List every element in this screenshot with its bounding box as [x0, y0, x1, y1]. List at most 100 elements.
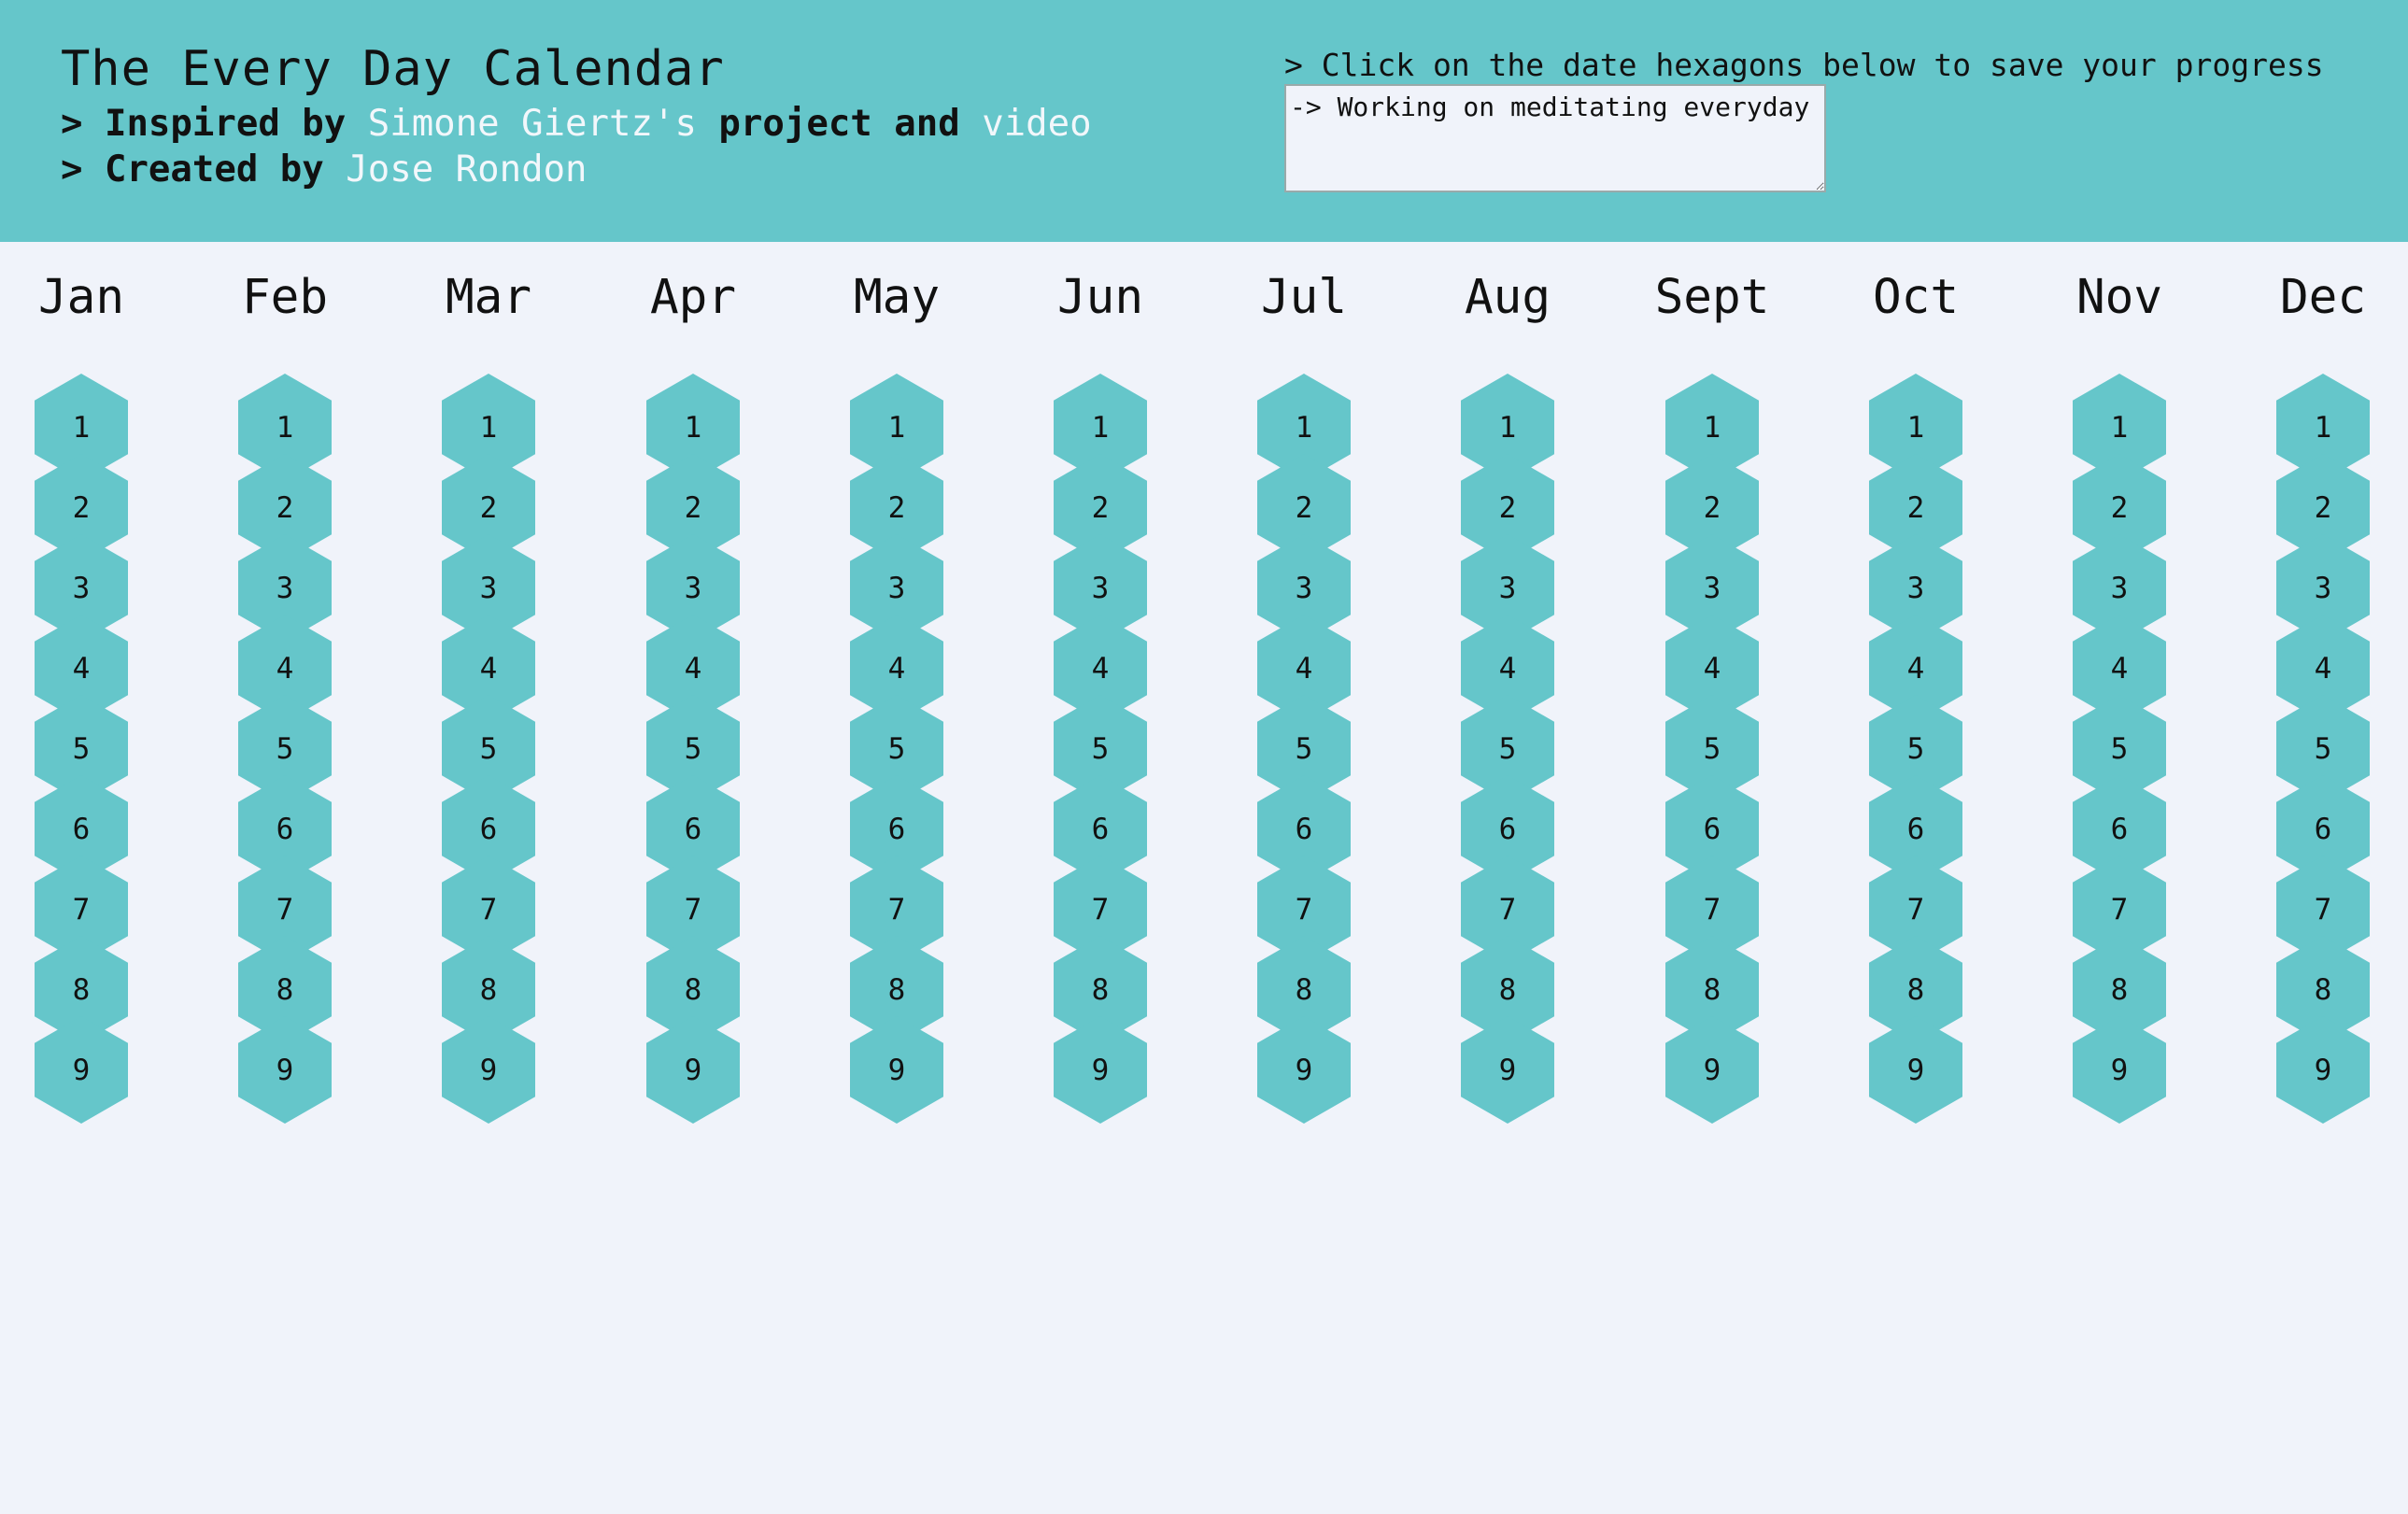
day-number: 5 — [684, 731, 702, 766]
month-column-jun: Jun 1 2 3 4 5 6 7 8 9 — [1030, 242, 1170, 1514]
header: The Every Day Calendar > Inspired by Sim… — [0, 0, 2408, 242]
day-number: 3 — [276, 571, 294, 605]
day-number: 9 — [1703, 1053, 1721, 1087]
day-number: 3 — [1091, 571, 1110, 605]
day-hexagon[interactable]: 9 — [1461, 1016, 1554, 1124]
day-number: 4 — [2110, 651, 2129, 686]
day-hexagon[interactable]: 5 — [238, 695, 332, 802]
month-column-oct: Oct 1 2 3 4 5 6 7 8 9 — [1846, 242, 1986, 1514]
month-label: Apr — [649, 270, 737, 325]
inspired-prefix: > Inspired by — [61, 103, 368, 145]
day-number: 2 — [2314, 490, 2332, 525]
day-hexagon[interactable]: 9 — [2276, 1016, 2370, 1124]
day-number: 2 — [1498, 490, 1517, 525]
day-hexagon[interactable]: 9 — [238, 1016, 332, 1124]
day-number: 3 — [1498, 571, 1517, 605]
video-link[interactable]: video — [982, 103, 1092, 145]
day-number: 4 — [2314, 651, 2332, 686]
day-number: 8 — [887, 972, 906, 1007]
day-number: 2 — [479, 490, 498, 525]
day-number: 1 — [2314, 410, 2332, 445]
day-number: 8 — [1498, 972, 1517, 1007]
day-hexagon[interactable]: 1 — [2276, 374, 2370, 481]
day-number: 6 — [479, 812, 498, 846]
day-number: 9 — [2110, 1053, 2129, 1087]
day-number: 2 — [2110, 490, 2129, 525]
day-number: 5 — [72, 731, 91, 766]
author-link[interactable]: Jose Rondon — [346, 149, 588, 191]
simone-giertz-link[interactable]: Simone Giertz's — [367, 103, 697, 145]
instruction-text: > Click on the date hexagons below to sa… — [1284, 47, 2324, 83]
day-number: 5 — [2110, 731, 2129, 766]
day-number: 3 — [1703, 571, 1721, 605]
day-number: 1 — [1906, 410, 1925, 445]
month-label: Sept — [1654, 270, 1770, 325]
day-number: 4 — [479, 651, 498, 686]
day-number: 6 — [1091, 812, 1110, 846]
day-hexagon[interactable]: 9 — [1869, 1016, 1962, 1124]
day-number: 4 — [276, 651, 294, 686]
day-hexagon[interactable]: 9 — [646, 1016, 740, 1124]
month-label: Nov — [2075, 270, 2163, 325]
day-hexagon[interactable]: 9 — [35, 1016, 128, 1124]
month-label: Feb — [241, 270, 329, 325]
day-number: 4 — [1295, 651, 1313, 686]
month-column-nov: Nov 1 2 3 4 5 6 7 8 9 — [2049, 242, 2189, 1514]
day-hexagon[interactable]: 9 — [1257, 1016, 1351, 1124]
month-label: Dec — [2279, 270, 2367, 325]
day-number: 6 — [2314, 812, 2332, 846]
inspired-by-line: > Inspired by Simone Giertz's project an… — [61, 103, 1092, 145]
month-column-aug: Aug 1 2 3 4 5 6 7 8 9 — [1438, 242, 1578, 1514]
created-by-line: > Created by Jose Rondon — [61, 149, 588, 191]
day-number: 2 — [684, 490, 702, 525]
day-number: 4 — [684, 651, 702, 686]
day-number: 4 — [1498, 651, 1517, 686]
day-hexagon[interactable]: 9 — [442, 1016, 535, 1124]
day-number: 3 — [1906, 571, 1925, 605]
month-column-sept: Sept 1 2 3 4 5 6 7 8 9 — [1642, 242, 1782, 1514]
day-number: 1 — [1498, 410, 1517, 445]
month-column-apr: Apr 1 2 3 4 5 6 7 8 9 — [623, 242, 763, 1514]
day-hexagon[interactable]: 9 — [1054, 1016, 1147, 1124]
page-title: The Every Day Calendar — [61, 41, 725, 97]
day-number: 3 — [2110, 571, 2129, 605]
day-hexagon[interactable]: 6 — [238, 775, 332, 883]
goal-textarea[interactable] — [1284, 84, 1826, 192]
day-hexagon[interactable]: 9 — [2073, 1016, 2166, 1124]
month-column-mar: Mar 1 2 3 4 5 6 7 8 9 — [418, 242, 559, 1514]
day-number: 5 — [479, 731, 498, 766]
day-number: 7 — [2110, 892, 2129, 927]
day-hexagon[interactable]: 7 — [2073, 856, 2166, 963]
day-number: 2 — [1295, 490, 1313, 525]
day-number: 7 — [1703, 892, 1721, 927]
day-number: 2 — [887, 490, 906, 525]
month-label: Jul — [1260, 270, 1348, 325]
day-number: 7 — [1295, 892, 1313, 927]
day-number: 5 — [1295, 731, 1313, 766]
day-number: 6 — [1295, 812, 1313, 846]
day-number: 1 — [276, 410, 294, 445]
month-label: Mar — [445, 270, 532, 325]
day-number: 4 — [1906, 651, 1925, 686]
day-number: 4 — [72, 651, 91, 686]
day-number: 6 — [684, 812, 702, 846]
month-column-may: May 1 2 3 4 5 6 7 8 9 — [827, 242, 967, 1514]
day-number: 1 — [1295, 410, 1313, 445]
day-number: 1 — [72, 410, 91, 445]
day-number: 9 — [1906, 1053, 1925, 1087]
day-hexagon[interactable]: 6 — [442, 775, 535, 883]
day-hexagon[interactable]: 3 — [2073, 534, 2166, 642]
day-hexagon[interactable]: 9 — [1665, 1016, 1759, 1124]
day-number: 9 — [1091, 1053, 1110, 1087]
day-number: 9 — [72, 1053, 91, 1087]
day-number: 9 — [1295, 1053, 1313, 1087]
day-number: 5 — [1498, 731, 1517, 766]
day-number: 2 — [72, 490, 91, 525]
day-number: 8 — [1091, 972, 1110, 1007]
day-number: 6 — [276, 812, 294, 846]
month-label: May — [853, 270, 941, 325]
inspired-middle: project and — [696, 103, 983, 145]
day-hexagon[interactable]: 9 — [850, 1016, 943, 1124]
day-number: 8 — [2314, 972, 2332, 1007]
day-number: 7 — [1906, 892, 1925, 927]
